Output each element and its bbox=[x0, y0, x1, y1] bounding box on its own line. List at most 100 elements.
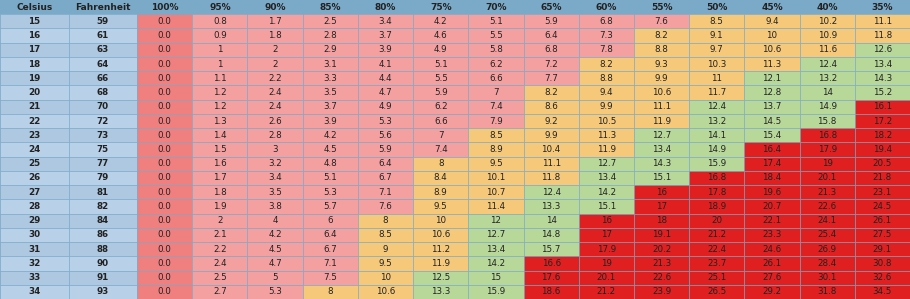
Text: 80%: 80% bbox=[375, 3, 396, 12]
Text: 0.0: 0.0 bbox=[157, 216, 172, 225]
Bar bbox=[800, 171, 854, 185]
Bar bbox=[800, 157, 854, 171]
Bar bbox=[137, 142, 192, 157]
Text: 30: 30 bbox=[28, 231, 40, 239]
Text: 3.4: 3.4 bbox=[379, 17, 392, 26]
Bar bbox=[0, 199, 68, 213]
Text: 9.4: 9.4 bbox=[765, 17, 779, 26]
Bar bbox=[854, 271, 910, 285]
Text: 15.8: 15.8 bbox=[817, 117, 837, 126]
Bar bbox=[137, 100, 192, 114]
Text: 5.1: 5.1 bbox=[489, 17, 503, 26]
Text: 40%: 40% bbox=[816, 3, 838, 12]
Text: 66: 66 bbox=[96, 74, 109, 83]
Bar bbox=[689, 171, 744, 185]
Text: 6.2: 6.2 bbox=[489, 60, 502, 68]
Bar bbox=[137, 185, 192, 199]
Bar bbox=[854, 185, 910, 199]
Bar bbox=[579, 114, 634, 128]
Text: 4.5: 4.5 bbox=[268, 245, 282, 254]
Bar bbox=[303, 28, 358, 43]
Bar bbox=[303, 142, 358, 157]
Text: 9.9: 9.9 bbox=[544, 131, 558, 140]
Bar bbox=[523, 157, 579, 171]
Text: 24.6: 24.6 bbox=[763, 245, 782, 254]
Text: 7.4: 7.4 bbox=[434, 145, 448, 154]
Bar bbox=[68, 271, 137, 285]
Bar bbox=[358, 242, 413, 256]
Bar bbox=[358, 285, 413, 299]
Text: 18: 18 bbox=[28, 60, 40, 68]
Text: 25: 25 bbox=[28, 159, 40, 168]
Text: 0.0: 0.0 bbox=[157, 45, 172, 54]
Bar bbox=[800, 285, 854, 299]
Text: 4.5: 4.5 bbox=[323, 145, 338, 154]
Bar bbox=[413, 86, 469, 100]
Bar bbox=[854, 199, 910, 213]
Text: 8.8: 8.8 bbox=[600, 74, 613, 83]
Bar bbox=[689, 199, 744, 213]
Bar bbox=[413, 285, 469, 299]
Text: 2.4: 2.4 bbox=[268, 102, 282, 111]
Text: 11: 11 bbox=[712, 74, 723, 83]
Text: 5.3: 5.3 bbox=[268, 287, 282, 296]
Text: 12.8: 12.8 bbox=[763, 88, 782, 97]
Text: 5.6: 5.6 bbox=[379, 131, 392, 140]
Bar bbox=[523, 185, 579, 199]
Bar bbox=[137, 28, 192, 43]
Text: 13.3: 13.3 bbox=[541, 202, 561, 211]
Bar bbox=[0, 157, 68, 171]
Text: 64: 64 bbox=[96, 60, 109, 68]
Text: 3.8: 3.8 bbox=[268, 202, 282, 211]
Text: 10: 10 bbox=[380, 273, 391, 282]
Text: 14.5: 14.5 bbox=[763, 117, 782, 126]
Text: 2: 2 bbox=[272, 45, 278, 54]
Text: 6.8: 6.8 bbox=[600, 17, 613, 26]
Text: 22.1: 22.1 bbox=[763, 216, 782, 225]
Bar bbox=[800, 213, 854, 228]
Text: 75: 75 bbox=[96, 145, 109, 154]
Bar bbox=[358, 157, 413, 171]
Text: 19: 19 bbox=[28, 74, 40, 83]
Text: 7: 7 bbox=[493, 88, 499, 97]
Bar bbox=[523, 86, 579, 100]
Text: 15.9: 15.9 bbox=[486, 287, 506, 296]
Bar bbox=[634, 57, 689, 71]
Text: 21.2: 21.2 bbox=[597, 287, 616, 296]
Bar bbox=[0, 271, 68, 285]
Bar bbox=[854, 14, 910, 28]
Text: 17.2: 17.2 bbox=[873, 117, 892, 126]
Bar bbox=[854, 142, 910, 157]
Bar bbox=[413, 128, 469, 142]
Bar bbox=[523, 142, 579, 157]
Bar bbox=[523, 100, 579, 114]
Text: 90%: 90% bbox=[264, 3, 286, 12]
Bar bbox=[744, 28, 800, 43]
Bar bbox=[0, 228, 68, 242]
Bar bbox=[413, 185, 469, 199]
Text: 34.5: 34.5 bbox=[873, 287, 892, 296]
Bar bbox=[689, 128, 744, 142]
Bar bbox=[248, 14, 303, 28]
Text: 8.6: 8.6 bbox=[544, 102, 558, 111]
Text: 6.7: 6.7 bbox=[379, 173, 392, 182]
Text: 0.9: 0.9 bbox=[213, 31, 227, 40]
Bar bbox=[523, 0, 579, 14]
Bar bbox=[137, 228, 192, 242]
Bar bbox=[469, 57, 523, 71]
Bar bbox=[0, 0, 68, 14]
Text: 24.5: 24.5 bbox=[873, 202, 892, 211]
Bar bbox=[744, 86, 800, 100]
Bar bbox=[358, 28, 413, 43]
Bar bbox=[192, 100, 248, 114]
Bar bbox=[248, 157, 303, 171]
Bar bbox=[854, 171, 910, 185]
Bar bbox=[248, 228, 303, 242]
Text: 0.0: 0.0 bbox=[157, 31, 172, 40]
Bar bbox=[358, 271, 413, 285]
Text: 16.4: 16.4 bbox=[763, 145, 782, 154]
Text: 13.4: 13.4 bbox=[873, 60, 892, 68]
Text: 27.5: 27.5 bbox=[873, 231, 892, 239]
Bar bbox=[523, 256, 579, 271]
Bar bbox=[413, 157, 469, 171]
